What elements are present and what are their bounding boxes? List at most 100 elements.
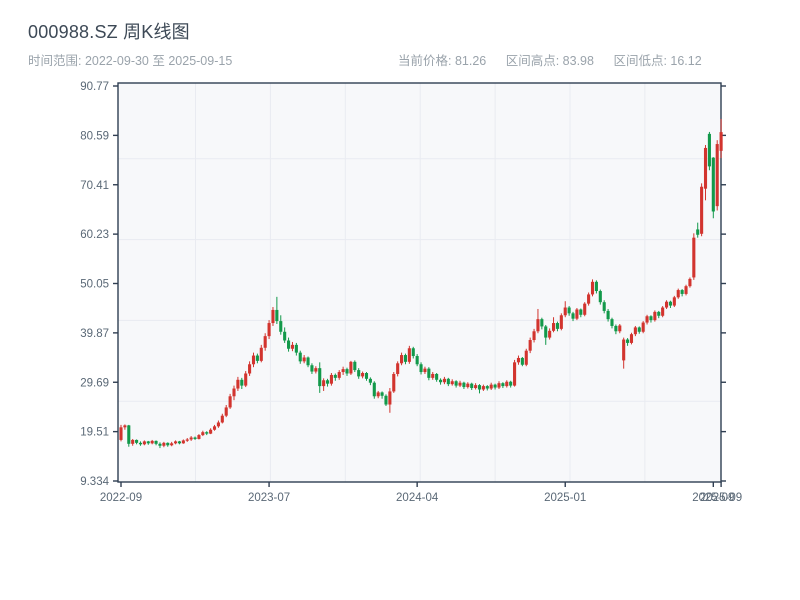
candle-down <box>438 379 443 383</box>
candle-up <box>170 443 174 446</box>
candle-up <box>341 369 345 373</box>
candle-down <box>520 357 524 365</box>
plot-border <box>117 82 722 483</box>
candle-down <box>135 439 139 443</box>
candle-up <box>361 373 365 377</box>
candle-up <box>505 381 509 387</box>
candle-down <box>594 281 598 292</box>
candle-down <box>166 442 170 446</box>
candle-up <box>528 340 532 351</box>
candle-up <box>267 323 271 337</box>
page-title: 000988.SZ 周K线图 <box>28 22 190 42</box>
candle-up <box>216 422 220 427</box>
y-tick-label: 9.334 <box>80 476 109 488</box>
candle-down <box>380 392 384 396</box>
candle-up <box>661 307 665 316</box>
candle-up <box>185 439 189 441</box>
candle-down <box>602 302 606 311</box>
candle-down <box>240 379 244 386</box>
candle-up <box>322 380 326 387</box>
candle-down <box>446 378 450 385</box>
candle-down <box>668 301 672 306</box>
candle-up <box>329 374 333 384</box>
candle-up <box>618 325 622 332</box>
range-high: 区间高点: 83.98 <box>505 54 594 68</box>
candle-up <box>700 186 704 234</box>
candle-up <box>551 323 556 331</box>
plot-background <box>118 83 721 482</box>
candle-up <box>641 322 645 332</box>
candle-up <box>212 426 217 430</box>
candle-down <box>294 344 298 353</box>
candle-down <box>357 370 361 377</box>
candle-down <box>579 309 583 315</box>
candle-down <box>318 368 322 387</box>
candle-up <box>251 355 256 365</box>
candle-down <box>571 313 575 319</box>
candle-up <box>423 368 427 373</box>
candle-up <box>524 350 528 365</box>
y-tick-label: 50.05 <box>80 279 109 291</box>
candle-down <box>462 382 466 388</box>
candle-down <box>626 339 630 343</box>
range-low: 区间低点: 16.12 <box>613 54 702 68</box>
candle-down <box>598 291 602 303</box>
candle-up <box>532 331 536 341</box>
candle-up <box>396 363 400 374</box>
candle-up <box>248 364 252 374</box>
candle-up <box>653 311 657 321</box>
candle-up <box>489 384 493 389</box>
candle-up <box>263 336 267 348</box>
candle-up <box>201 432 205 436</box>
candle-up <box>633 327 637 335</box>
candle-up <box>536 319 540 332</box>
candle-down <box>649 316 653 321</box>
candle-down <box>411 348 415 357</box>
candle-down <box>275 309 279 322</box>
candle-down <box>711 157 715 212</box>
candle-up <box>197 435 201 439</box>
candle-down <box>540 319 544 327</box>
y-tick-label: 80.59 <box>80 130 109 142</box>
candle-up <box>563 307 567 316</box>
candle-down <box>384 395 388 405</box>
candle-up <box>290 344 295 349</box>
candle-down <box>415 356 419 365</box>
candle-down <box>427 368 431 378</box>
candle-down <box>485 386 489 389</box>
candle-up <box>442 378 446 383</box>
candle-up <box>228 396 232 408</box>
candle-down <box>606 310 610 320</box>
candle-up <box>123 425 127 428</box>
x-tick-label: 2025-09 <box>692 492 734 504</box>
candle-down <box>154 440 158 444</box>
candle-up <box>302 357 306 362</box>
candle-up <box>583 303 587 315</box>
candle-down <box>610 319 614 326</box>
candle-up <box>575 309 579 319</box>
candle-up <box>431 373 435 378</box>
candle-down <box>470 383 474 389</box>
weekly-kline-chart: 90.77 80.59 70.41 60.23 50.05 39.87 29.69 19.51… <box>80 81 742 504</box>
candle-down <box>306 357 310 366</box>
candle-up <box>162 442 166 446</box>
candle-up <box>142 441 146 445</box>
candle-up <box>688 278 692 287</box>
candle-up <box>684 286 688 294</box>
candle-down <box>287 340 291 349</box>
candle-down <box>279 321 283 332</box>
candle-up <box>703 147 708 189</box>
candle-up <box>392 373 396 392</box>
y-tick-label: 29.69 <box>80 377 109 389</box>
candle-up <box>209 429 213 434</box>
candle-up <box>376 392 380 397</box>
candle-up <box>119 427 123 440</box>
candle-up <box>474 385 478 389</box>
candle-down <box>707 133 711 167</box>
candle-down <box>368 378 372 383</box>
candle-down <box>333 374 337 378</box>
current-price: 当前价格: 81.26 <box>398 54 487 68</box>
candle-up <box>719 132 723 151</box>
x-tick-label: 2025-01 <box>544 492 586 504</box>
candle-up <box>232 388 236 397</box>
